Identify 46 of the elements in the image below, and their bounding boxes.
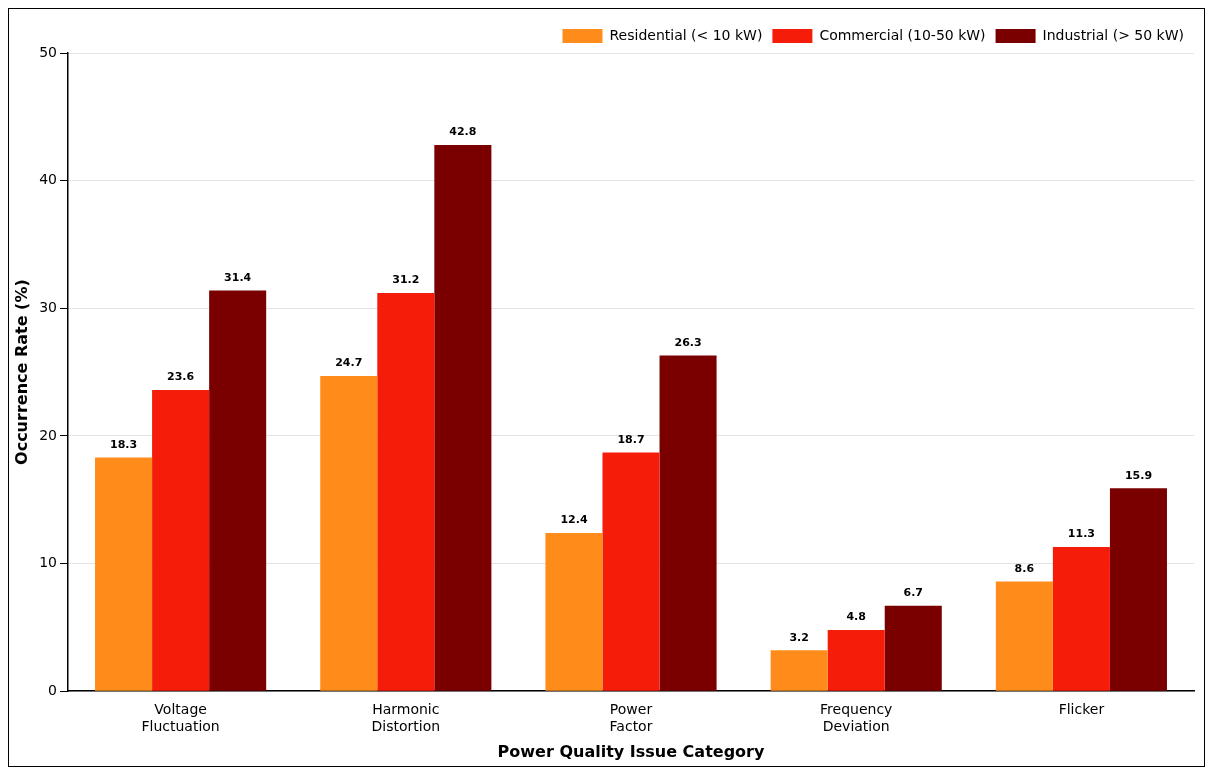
data-label: 18.3 [109, 437, 138, 451]
legend-label: Residential (< 10 kW) [609, 26, 763, 43]
data-label: 15.9 [1124, 468, 1153, 482]
bar [545, 532, 603, 691]
x-tick-label: Frequency Deviation [820, 701, 893, 735]
legend-label: Commercial (10-50 kW) [819, 26, 986, 43]
bar [1052, 546, 1110, 691]
y-tick-label: 20 [39, 426, 58, 443]
x-tick-label: Voltage Fluctuation [141, 701, 220, 735]
data-label: 18.7 [617, 432, 645, 446]
data-label: 3.2 [789, 630, 809, 644]
data-label: 23.6 [167, 370, 195, 384]
y-tick-label: 0 [48, 681, 58, 698]
data-label: 11.3 [1067, 527, 1095, 541]
y-tick-label: 30 [39, 298, 58, 315]
data-label: 26.3 [674, 335, 702, 349]
bar [320, 375, 378, 691]
data-label: 42.8 [449, 125, 477, 139]
data-label: 12.4 [560, 513, 588, 527]
x-tick-label: Harmonic Distortion [371, 701, 441, 735]
data-label: 6.7 [903, 586, 923, 600]
bar [770, 650, 828, 691]
bar [602, 452, 660, 691]
y-tick-label: 50 [39, 43, 58, 60]
y-tick-label: 40 [39, 171, 58, 188]
data-label: 31.4 [224, 270, 252, 284]
bar [995, 581, 1053, 691]
data-label: 24.7 [335, 356, 363, 370]
data-label: 31.2 [392, 273, 420, 287]
x-axis-title: Power Quality Issue Category [497, 741, 765, 761]
data-label: 8.6 [1014, 561, 1035, 575]
bar [827, 629, 885, 691]
y-axis-title: Occurrence Rate (%) [11, 279, 31, 465]
bar [95, 457, 153, 691]
bar [377, 292, 435, 691]
bar [209, 290, 267, 691]
bar [659, 355, 717, 691]
x-tick-label: Power Factor [609, 701, 653, 735]
bar [152, 389, 210, 691]
legend-label: Industrial (> 50 kW) [1042, 26, 1185, 43]
x-tick-label: Flicker [1058, 701, 1105, 718]
bar [884, 605, 942, 691]
bar [1109, 488, 1167, 691]
data-label: 4.8 [846, 610, 866, 624]
y-tick-label: 10 [39, 554, 58, 571]
bar [434, 144, 492, 691]
